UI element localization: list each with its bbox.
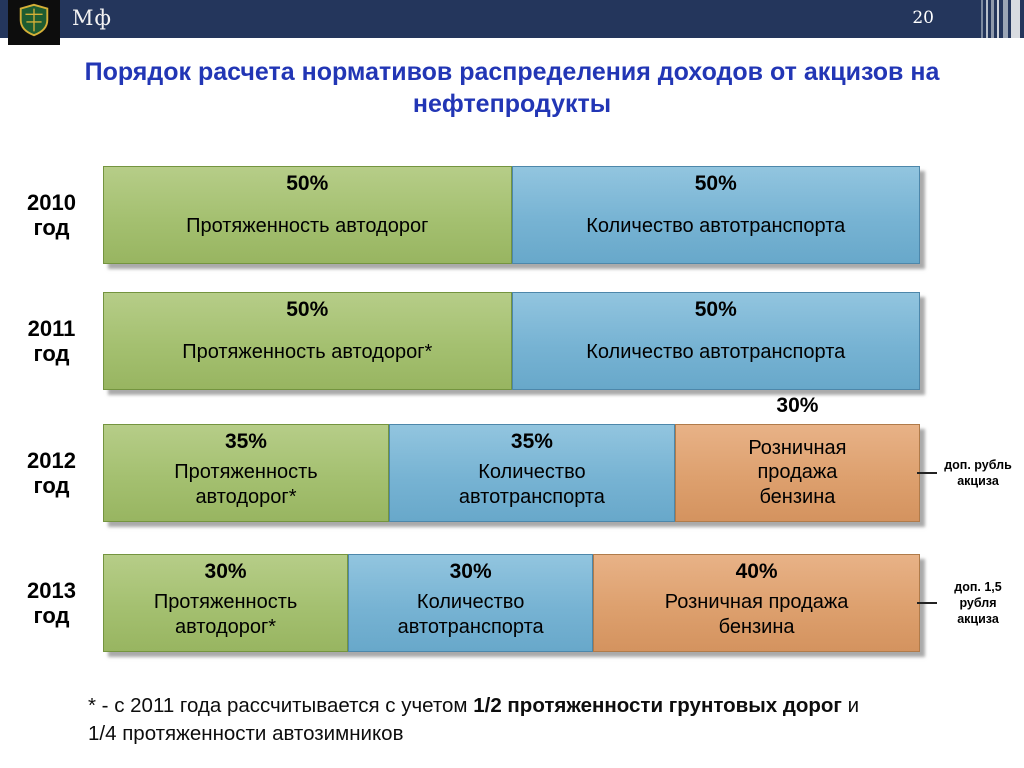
segment-percent: 30% [776,394,819,417]
segment-percent: 50% [694,172,737,195]
annotation-2012: доп. рубль акциза [917,424,1019,522]
segment-label: Протяженность автодорог* [182,341,433,364]
segment-label: Протяженность автодорог* [174,461,318,508]
year-label: 2010 год [27,189,76,240]
segment-vehicle-count: 50% Количество автотранспорта [511,292,920,390]
segment-label: Протяженность автодорог* [153,591,298,638]
segment-percent: 30% [449,560,492,583]
segment-percent: 50% [694,298,737,321]
footnote-text-start: * - с 2011 года рассчитывается с учетом [88,694,474,717]
page-number: 20 [912,8,934,28]
segment-vehicle-count: 35% Количество автотранспорта [388,424,675,522]
ministry-emblem-icon [15,1,53,44]
bar-group: 50% Протяженность автодорог* 50% Количес… [103,292,920,390]
year-label: 2012 год [27,447,76,498]
annotation-2013: доп. 1,5 рубля акциза [917,554,1019,652]
year-row-2013: 2013 год 30% Протяженность автодорог* 30… [0,554,1024,652]
year-label: 2013 год [27,577,76,628]
slide-title: Порядок расчета нормативов распределения… [84,58,940,118]
annotation-connector-line [917,472,937,474]
segment-percent: 40% [735,560,778,583]
segment-vehicle-count: 50% Количество автотранспорта [511,166,920,264]
footnote-text-bold: 1/2 протяженности грунтовых дорог [473,694,842,717]
segment-percent: 50% [286,172,329,195]
segment-label: Количество автотранспорта [586,341,846,364]
segment-label: Количество автотранспорта [458,461,605,508]
segment-road-length: 30% Протяженность автодорог* [103,554,349,652]
segment-label: Протяженность автодорог [186,215,429,238]
segment-percent: 30% [204,560,247,583]
bar-group: 50% Протяженность автодорог 50% Количест… [103,166,920,264]
segment-road-length: 50% Протяженность автодорог [103,166,512,264]
bars-chart: 2010 год 50% Протяженность автодорог 50%… [0,166,1024,652]
year-row-2012: 2012 год 35% Протяженность автодорог* 35… [0,394,1024,522]
decorative-stripes [981,0,1020,38]
segment-road-length: 35% Протяженность автодорог* [103,424,389,522]
bar-group: 30% Протяженность автодорог* 30% Количес… [103,554,920,652]
year-row-2010: 2010 год 50% Протяженность автодорог 50%… [0,166,1024,264]
ministry-logo [8,0,60,45]
segment-retail-gasoline: 30% Розничная продажа бензина [674,394,920,522]
segment-percent: 35% [224,430,267,453]
bar-group: 35% Протяженность автодорог* 35% Количес… [103,394,920,522]
segment-label: Количество автотранспорта [397,591,544,638]
segment-percent: 35% [510,430,553,453]
header-logo-text: Мф [72,6,112,30]
annotation-text: доп. 1,5 рубля акциза [954,579,1002,627]
annotation-text: доп. рубль акциза [944,457,1012,488]
year-row-2011: 2011 год 50% Протяженность автодорог* 50… [0,292,1024,390]
footnote-text-end: и 1/4 протяженности автозимников [88,694,860,745]
footnote: * - с 2011 года рассчитывается с учетом … [88,692,878,747]
segment-vehicle-count: 30% Количество автотранспорта [348,554,594,652]
segment-percent: 50% [286,298,329,321]
segment-road-length: 50% Протяженность автодорог* [103,292,512,390]
segment-label: Розничная продажа бензина [748,436,847,508]
annotation-connector-line [917,602,937,604]
segment-label: Розничная продажа бензина [664,591,849,638]
segment-label: Количество автотранспорта [586,215,846,238]
header-bar: Мф 20 [0,0,1024,45]
segment-retail-gasoline: 40% Розничная продажа бензина [593,554,920,652]
year-label: 2011 год [27,315,76,366]
